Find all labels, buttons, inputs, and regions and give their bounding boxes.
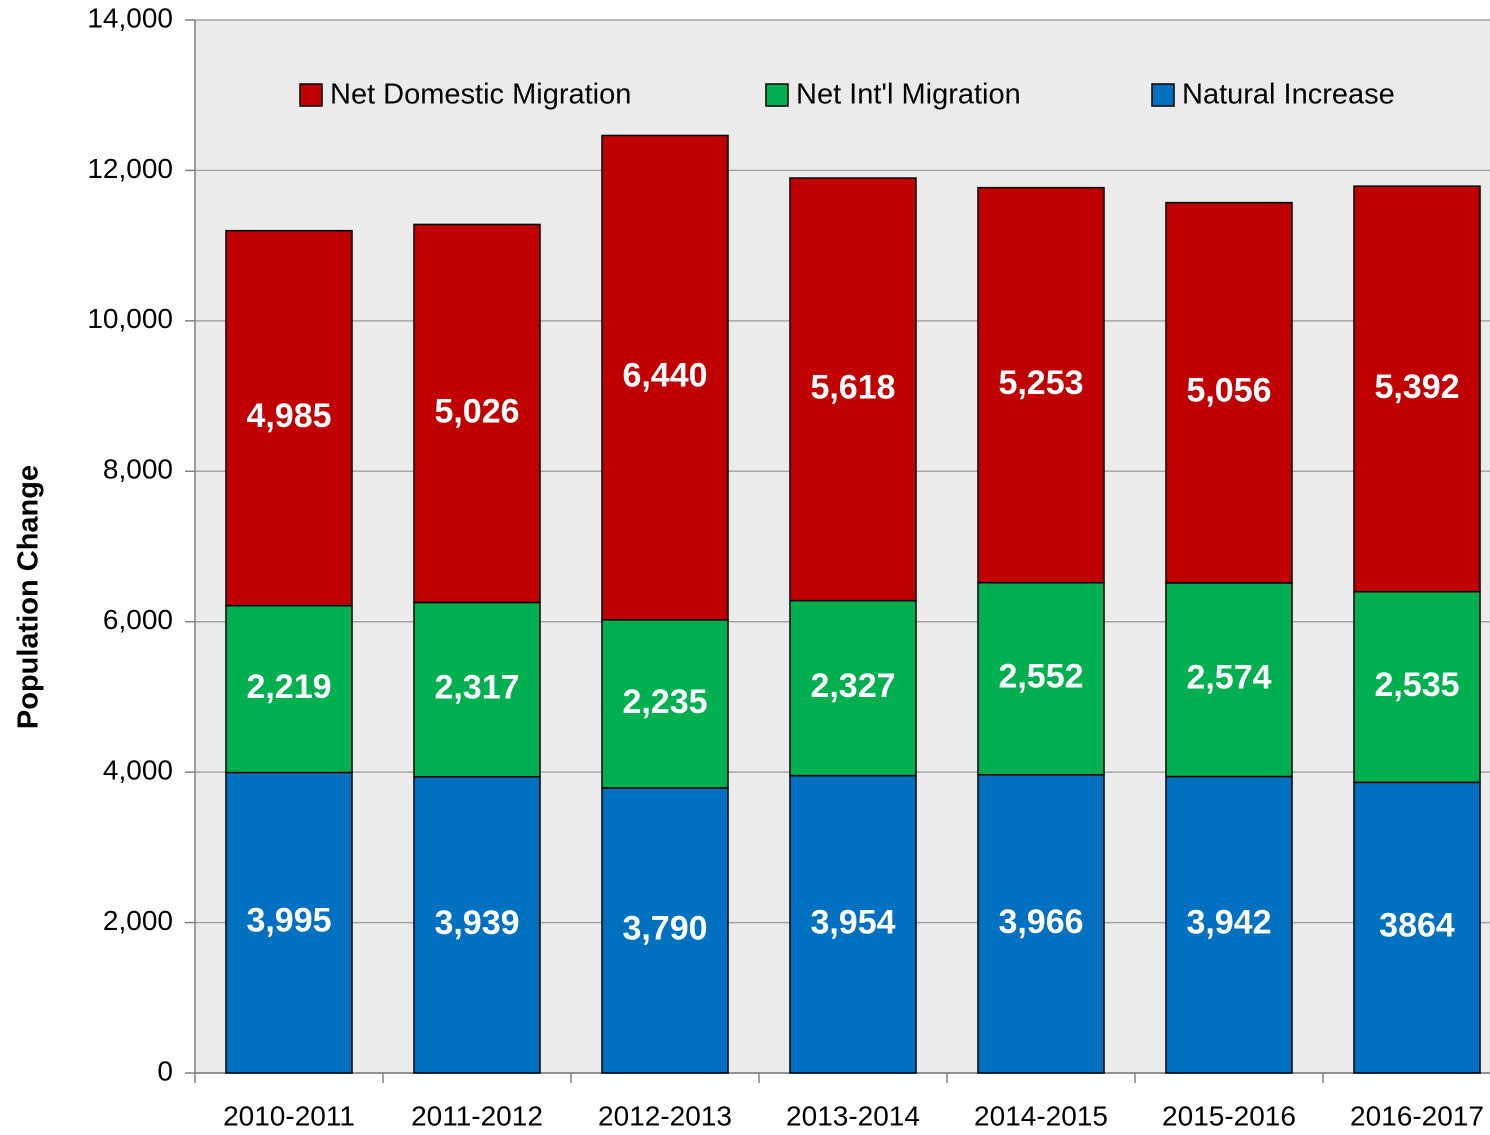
legend-label: Natural Increase xyxy=(1182,79,1395,111)
bar-segment xyxy=(789,599,917,777)
data-label: 3,939 xyxy=(434,904,519,942)
y-tick-label: 14,000 xyxy=(87,2,173,33)
bar-segment xyxy=(1353,590,1481,784)
bar-segment xyxy=(225,229,353,607)
bar-segment xyxy=(601,619,729,789)
y-tick-label: 8,000 xyxy=(103,454,173,485)
x-tick-label: 2013-2014 xyxy=(786,1100,920,1131)
data-label: 3,790 xyxy=(622,909,707,947)
bar-segment xyxy=(1165,775,1293,1074)
data-label: 2,552 xyxy=(998,658,1083,696)
y-tick-label: 12,000 xyxy=(87,153,173,184)
x-tick-label: 2011-2012 xyxy=(411,1100,543,1131)
data-label: 2,219 xyxy=(246,668,331,706)
bar-segment xyxy=(225,604,353,774)
bar-segment xyxy=(1353,781,1481,1074)
bar-segment xyxy=(977,582,1105,776)
legend-label: Net Int'l Migration xyxy=(796,79,1021,111)
data-label: 2,317 xyxy=(434,669,519,707)
legend-swatch xyxy=(1151,83,1175,107)
data-label: 3,995 xyxy=(246,902,331,940)
data-label: 5,392 xyxy=(1374,368,1459,406)
data-label: 2,574 xyxy=(1186,659,1271,697)
y-tick-label: 10,000 xyxy=(87,303,173,334)
data-label: 5,253 xyxy=(998,364,1083,402)
y-tick-label: 2,000 xyxy=(103,905,173,936)
bar-segment xyxy=(601,134,729,621)
data-label: 3,966 xyxy=(998,903,1083,941)
bar-segment xyxy=(977,186,1105,584)
data-label: 4,985 xyxy=(246,397,331,435)
x-tick-label: 2012-2013 xyxy=(598,1100,732,1131)
bar-segment xyxy=(977,773,1105,1074)
data-label: 5,056 xyxy=(1186,372,1271,410)
x-tick-label: 2016-2017 xyxy=(1350,1100,1484,1131)
x-tick-label: 2015-2016 xyxy=(1162,1100,1296,1131)
x-tick-label: 2010-2011 xyxy=(223,1100,355,1131)
data-label: 3864 xyxy=(1379,907,1455,945)
bar-segment xyxy=(1165,582,1293,778)
data-label: 2,235 xyxy=(622,683,707,721)
y-tick-label: 6,000 xyxy=(103,604,173,635)
legend-swatch xyxy=(765,83,789,107)
legend-label: Net Domestic Migration xyxy=(330,79,631,111)
y-tick-label: 4,000 xyxy=(103,755,173,786)
bar-segment xyxy=(1353,185,1481,593)
data-label: 2,535 xyxy=(1374,666,1459,704)
data-label: 5,026 xyxy=(434,392,519,430)
bar-segment xyxy=(225,771,353,1074)
bar-segment xyxy=(413,601,541,778)
data-label: 5,618 xyxy=(810,368,895,406)
legend-swatch xyxy=(299,83,323,107)
y-axis-title: Population Change xyxy=(13,465,45,729)
data-label: 3,942 xyxy=(1186,904,1271,942)
bar-segment xyxy=(601,787,729,1074)
bar-segment xyxy=(789,177,917,602)
data-label: 6,440 xyxy=(622,357,707,395)
y-tick-label: 0 xyxy=(157,1055,173,1086)
bar-segment xyxy=(413,223,541,604)
data-label: 2,327 xyxy=(810,667,895,705)
x-tick-label: 2014-2015 xyxy=(974,1100,1108,1131)
bar-segment xyxy=(1165,201,1293,584)
bar-segment xyxy=(789,774,917,1074)
data-label: 3,954 xyxy=(810,903,895,941)
